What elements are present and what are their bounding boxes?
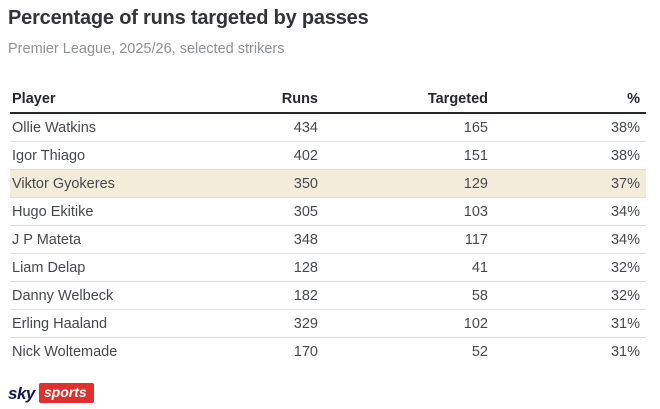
cell-runs: 329 bbox=[293, 315, 318, 332]
sky-logo-text: sky bbox=[8, 383, 35, 403]
cell-percent: 38% bbox=[610, 119, 640, 136]
page-title: Percentage of runs targeted by passes bbox=[8, 7, 369, 29]
cell-player: Nick Woltemade bbox=[12, 344, 118, 360]
column-header-player: Player bbox=[12, 91, 56, 107]
table-header-row: Player Runs Targeted % bbox=[10, 86, 646, 114]
column-header-runs: Runs bbox=[281, 91, 318, 107]
table-row: Igor Thiago 402 151 38% bbox=[10, 142, 646, 170]
cell-percent: 34% bbox=[610, 231, 640, 248]
cell-player: Igor Thiago bbox=[12, 147, 86, 164]
cell-runs: 348 bbox=[293, 231, 318, 248]
table-row: Nick Woltemade 170 52 31% bbox=[10, 338, 646, 366]
cell-targeted: 102 bbox=[463, 315, 488, 332]
column-header-percent: % bbox=[627, 91, 640, 107]
table-row: Liam Delap 128 41 32% bbox=[10, 254, 646, 282]
cell-targeted: 151 bbox=[463, 147, 488, 164]
cell-player: Hugo Ekitike bbox=[12, 203, 94, 220]
stats-table: Player Runs Targeted % Ollie Watkins 434… bbox=[10, 86, 646, 366]
cell-runs: 128 bbox=[293, 259, 318, 276]
cell-targeted: 165 bbox=[463, 119, 488, 136]
cell-targeted: 129 bbox=[463, 175, 488, 192]
table-row: Viktor Gyokeres 350 129 37% bbox=[10, 170, 646, 198]
cell-player: Danny Welbeck bbox=[12, 287, 114, 304]
column-header-targeted: Targeted bbox=[427, 91, 488, 107]
cell-targeted: 58 bbox=[471, 287, 488, 304]
table-row: Erling Haaland 329 102 31% bbox=[10, 310, 646, 338]
cell-runs: 170 bbox=[293, 344, 318, 360]
table-row: Danny Welbeck 182 58 32% bbox=[10, 282, 646, 310]
cell-player: J P Mateta bbox=[12, 231, 82, 248]
table-body: Ollie Watkins 434 165 38% Igor Thiago 40… bbox=[10, 114, 646, 366]
cell-player: Erling Haaland bbox=[12, 315, 108, 332]
cell-player: Liam Delap bbox=[12, 259, 86, 276]
table-row: Hugo Ekitike 305 103 34% bbox=[10, 198, 646, 226]
cell-player: Viktor Gyokeres bbox=[12, 175, 115, 192]
cell-percent: 32% bbox=[610, 259, 640, 276]
page-subtitle: Premier League, 2025/26, selected strike… bbox=[8, 41, 285, 57]
cell-percent: 31% bbox=[610, 344, 640, 360]
sky-sports-logo: sky sports bbox=[8, 383, 94, 403]
cell-runs: 182 bbox=[293, 287, 318, 304]
cell-percent: 38% bbox=[610, 147, 640, 164]
cell-targeted: 117 bbox=[464, 231, 488, 248]
cell-percent: 34% bbox=[610, 203, 640, 220]
cell-percent: 31% bbox=[610, 315, 640, 332]
table-row: J P Mateta 348 117 34% bbox=[10, 226, 646, 254]
cell-runs: 305 bbox=[293, 203, 318, 220]
cell-percent: 32% bbox=[610, 287, 640, 304]
cell-percent: 37% bbox=[610, 175, 640, 192]
cell-targeted: 41 bbox=[471, 259, 488, 276]
cell-player: Ollie Watkins bbox=[12, 119, 97, 136]
cell-runs: 434 bbox=[293, 119, 318, 136]
cell-runs: 402 bbox=[293, 147, 318, 164]
sky-sports-badge: sports bbox=[38, 383, 94, 403]
cell-targeted: 52 bbox=[471, 344, 488, 360]
table-row: Ollie Watkins 434 165 38% bbox=[10, 114, 646, 142]
cell-runs: 350 bbox=[293, 175, 318, 192]
cell-targeted: 103 bbox=[463, 203, 488, 220]
